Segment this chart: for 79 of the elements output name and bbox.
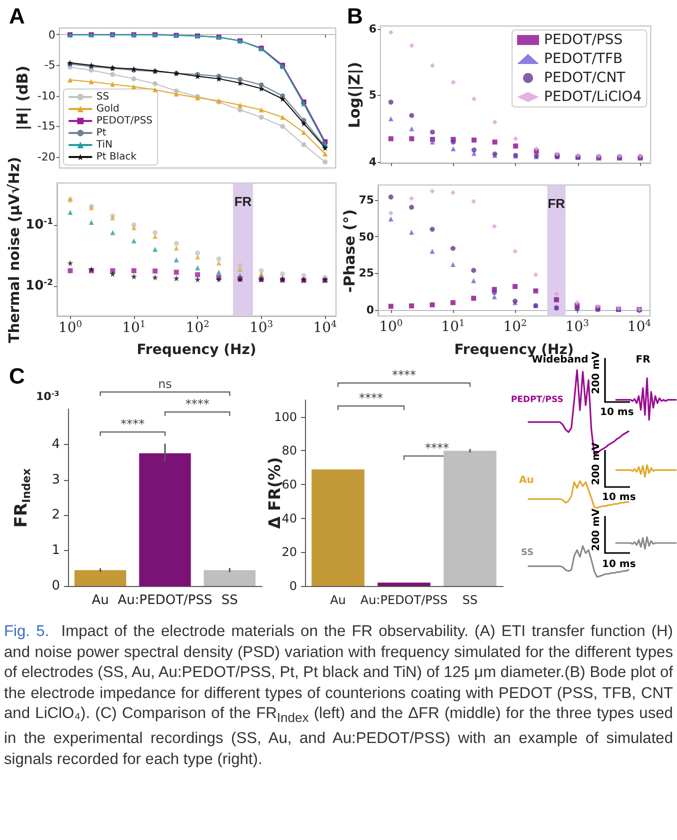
y-tick-label: -5 <box>44 58 56 72</box>
x-tick-label: 10$^{3}$ <box>249 320 274 336</box>
y-tick-label: -15 <box>37 120 56 133</box>
y-tick-label: -10 <box>37 89 56 102</box>
y-tick-label: -20 <box>37 150 56 164</box>
legend-label: PEDOT/PSS <box>96 116 153 126</box>
y-tick-label: 75 <box>358 193 374 206</box>
x-tick-label: 10$^{2}$ <box>186 320 210 336</box>
x-tick-label: 10$^{0}$ <box>58 320 82 336</box>
y-tick-label: 0 <box>366 303 374 316</box>
y-tick-label: 4 <box>52 436 60 452</box>
annotation: 200 mV <box>591 508 602 551</box>
annotation: 10 ms <box>602 492 636 503</box>
x-tick-label: 10$^{3}$ <box>565 319 589 335</box>
caption: Fig. 5. <box>4 623 50 640</box>
x-tick-label: 10$^{0}$ <box>379 319 403 335</box>
y-tick-label: 3 <box>52 472 60 488</box>
x-tick-label: 10$^{1}$ <box>122 320 146 336</box>
annotation: **** <box>425 441 449 455</box>
chart-title: FR <box>636 354 651 366</box>
y-tick-label: 4 <box>368 156 376 168</box>
y-axis-title: Log(|Z|) <box>345 61 363 128</box>
y-tick-label: 80 <box>282 444 297 458</box>
legend-label: Pt Black <box>96 152 137 162</box>
x-tick-label: Au <box>92 593 109 608</box>
chart-title: C <box>9 364 25 388</box>
band-label: FR <box>234 194 252 209</box>
legend-label: Gold <box>96 104 120 114</box>
annotation: **** <box>185 397 210 411</box>
y-tick-label: 5 <box>368 88 376 102</box>
legend-label: PEDOT/TFB <box>544 51 623 67</box>
legend-label: PEDOT/PSS <box>544 32 623 48</box>
annotation: SS <box>521 548 534 558</box>
x-tick-label: SS <box>221 593 238 608</box>
y-axis-title: |H| (dB) <box>14 66 32 130</box>
annotation: **** <box>120 417 145 431</box>
y-axis-title: -Phase (°) <box>340 208 358 292</box>
y-tick-label: 10$^{-2}$ <box>26 277 53 294</box>
text: **** <box>392 368 416 382</box>
legend-label: SS <box>96 92 110 102</box>
y-tick-label: 6 <box>368 22 376 36</box>
y-tick-label: 10$^{-1}$ <box>26 216 53 232</box>
legend-label: PEDOT/CNT <box>544 70 626 86</box>
x-tick-label: Au:PEDOT/PSS <box>360 593 448 607</box>
y-tick-label: 40 <box>282 511 297 526</box>
text: ns <box>158 377 172 391</box>
x-tick-label: 10$^{4}$ <box>627 319 652 335</box>
y-axis-title: Thermal noise (μV√Hz) <box>6 156 23 344</box>
chart-title: A <box>9 4 25 28</box>
annotation: 200 mV <box>591 351 602 394</box>
x-axis-title: Frequency (Hz) <box>136 342 256 358</box>
y-tick-label: 50 <box>358 230 374 244</box>
x-tick-label: Au:PEDOT/PSS <box>118 593 212 608</box>
x-tick-label: Au <box>330 593 346 607</box>
band-label: FR <box>548 196 566 211</box>
x-tick-label: 10$^{2}$ <box>503 319 527 335</box>
annotation: PEDPT/PSS <box>511 395 564 405</box>
annotation: 10 ms <box>600 407 634 418</box>
x-tick-label: 10$^{1}$ <box>441 319 465 335</box>
y-tick-label: 1 <box>52 543 60 558</box>
text: 10$^{-3}$ <box>36 389 60 403</box>
x-tick-label: 10$^{4}$ <box>313 320 337 336</box>
y-tick-label: 2 <box>52 508 60 523</box>
annotation: 200 mV <box>591 442 602 485</box>
y-tick-label: 60 <box>282 478 297 492</box>
legend-label: Pt <box>96 128 106 138</box>
y-tick-label: 0 <box>48 28 56 42</box>
annotation: **** <box>359 391 383 405</box>
annotation: 10 ms <box>602 559 636 570</box>
chart-title: B <box>347 4 363 28</box>
x-tick-label: SS <box>462 593 478 607</box>
y-tick-label: 20 <box>282 545 297 560</box>
legend-label: TiN <box>95 140 112 150</box>
y-tick-label: 0 <box>52 578 60 594</box>
annotation: Au <box>519 475 534 486</box>
y-tick-label: 25 <box>358 266 374 280</box>
legend-label: PEDOT/LiClO4 <box>544 89 642 105</box>
y-tick-label: 100 <box>274 410 297 424</box>
y-tick-label: 0 <box>289 579 297 593</box>
